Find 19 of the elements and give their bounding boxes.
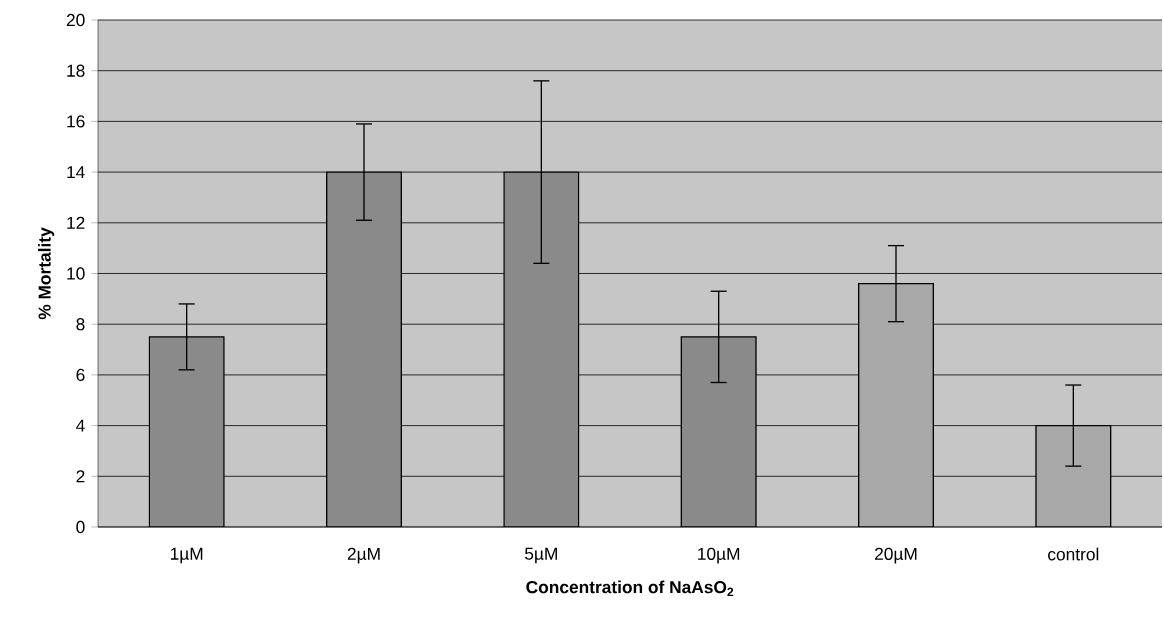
y-axis-title: % Mortality	[38, 227, 55, 320]
x-tick-label: 2µM	[347, 547, 380, 564]
x-tick-label: 5µM	[524, 547, 557, 564]
y-tick-label: 0	[76, 520, 85, 534]
y-tick-label: 8	[76, 318, 85, 331]
x-tick-label: 10µM	[698, 547, 740, 564]
y-tick-label: 2	[76, 470, 85, 483]
x-axis-title: Concentration of NaAsO$_{2}$	[526, 580, 734, 597]
x-tick-label: control	[1048, 547, 1099, 561]
y-tick-label: 10	[67, 267, 85, 280]
x-tick-label: 1µM	[170, 547, 203, 564]
y-tick-label: 4	[76, 419, 85, 432]
y-tick-label: 18	[67, 64, 85, 77]
y-tick-label: 6	[76, 368, 85, 382]
y-tick-label: 20	[66, 13, 85, 27]
y-tick-label: 16	[67, 115, 85, 128]
x-tick-label: 20µM	[875, 547, 917, 564]
y-tick-label: 14	[67, 166, 85, 179]
y-tick-label: 12	[67, 216, 85, 229]
